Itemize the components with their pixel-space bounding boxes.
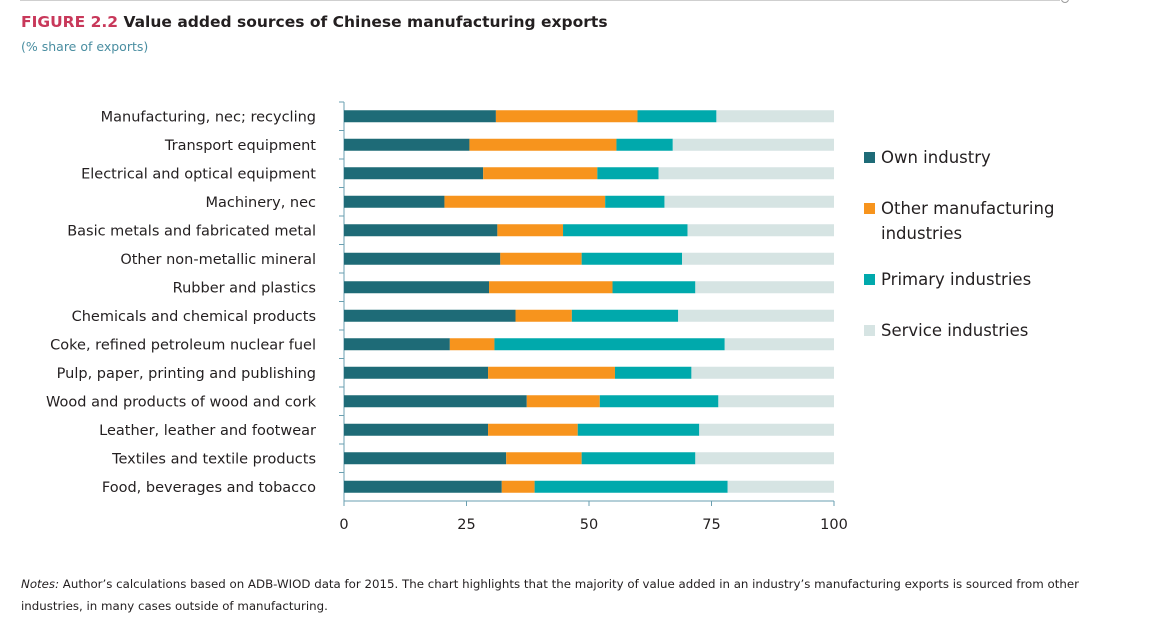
bar-segment <box>716 110 834 123</box>
legend-swatch <box>864 325 875 336</box>
category-label: Leather, leather and footwear <box>99 423 316 439</box>
bar-segment <box>449 338 495 351</box>
x-tick-label: 75 <box>702 517 720 533</box>
bar-segment <box>563 224 688 237</box>
legend-label: industries <box>881 224 962 243</box>
legend-label: Own industry <box>881 148 991 167</box>
category-label: Chemicals and chemical products <box>72 309 316 325</box>
category-label: Basic metals and fabricated metal <box>67 223 316 239</box>
bar-segment <box>612 281 696 294</box>
bar-segment <box>599 395 719 408</box>
bar-segment <box>581 452 696 465</box>
bar-segment <box>344 338 450 351</box>
figure-notes: Notes: Author’s calculations based on AD… <box>21 573 1121 617</box>
bar-segment <box>344 395 527 408</box>
category-label: Transport equipment <box>164 138 316 154</box>
category-label: Manufacturing, nec; recycling <box>101 109 316 125</box>
bar-segment <box>597 167 659 180</box>
bar-segment <box>344 281 490 294</box>
legend-label: Primary industries <box>881 270 1031 289</box>
bar-segment <box>344 366 489 379</box>
x-tick-label: 100 <box>820 517 848 533</box>
bar-segment <box>515 309 572 322</box>
bar-segment <box>534 480 728 493</box>
bar-segment <box>344 224 498 237</box>
bar-segment <box>699 423 834 436</box>
bar-segment <box>695 281 834 294</box>
legend-swatch <box>864 274 875 285</box>
bar-segment <box>500 252 582 265</box>
bar-segment <box>691 366 834 379</box>
bar-segment <box>344 110 496 123</box>
bar-segment <box>344 138 470 151</box>
bar-segment <box>526 395 600 408</box>
bar-segment <box>469 138 617 151</box>
legend-swatch <box>864 203 875 214</box>
bar-segment <box>658 167 834 180</box>
figure-subtitle: (% share of exports) <box>21 39 149 54</box>
bar-segment <box>344 252 501 265</box>
legend-label: Service industries <box>881 321 1028 340</box>
category-label: Rubber and plastics <box>173 280 316 296</box>
bar-segment <box>444 195 606 208</box>
notes-label: Notes: <box>21 577 60 591</box>
bar-segment <box>695 452 834 465</box>
notes-text: Author’s calculations based on ADB-WIOD … <box>21 577 1079 613</box>
category-label: Electrical and optical equipment <box>81 166 316 182</box>
bar-segment <box>637 110 717 123</box>
figure-label: FIGURE 2.2 <box>21 13 119 31</box>
figure-title: FIGURE 2.2 Value added sources of Chines… <box>21 13 608 31</box>
bar-segment <box>494 338 725 351</box>
bar-segment <box>344 480 502 493</box>
category-label: Food, beverages and tobacco <box>102 480 316 496</box>
bar-segment <box>497 224 564 237</box>
x-tick-label: 50 <box>580 517 598 533</box>
bar-segment <box>678 309 834 322</box>
top-rule <box>20 0 1060 1</box>
bar-segment <box>488 366 615 379</box>
legend-label: Other manufacturing <box>881 199 1054 218</box>
bar-segment <box>614 366 692 379</box>
bar-segment <box>727 480 834 493</box>
x-tick-label: 25 <box>457 517 475 533</box>
category-label: Coke, refined petroleum nuclear fuel <box>50 337 316 353</box>
bar-segment <box>489 281 613 294</box>
bar-segment <box>344 309 516 322</box>
bar-segment <box>682 252 834 265</box>
bar-segment <box>344 195 445 208</box>
bar-segment <box>672 138 834 151</box>
figure-title-text: Value added sources of Chinese manufactu… <box>123 13 608 31</box>
bar-segment <box>483 167 598 180</box>
bar-segment <box>581 252 683 265</box>
category-label: Machinery, nec <box>205 195 316 211</box>
category-label: Textiles and textile products <box>111 451 316 467</box>
bar-segment <box>571 309 679 322</box>
bar-segment <box>344 167 484 180</box>
bar-segment <box>501 480 535 493</box>
bar-segment <box>605 195 665 208</box>
bar-segment <box>577 423 700 436</box>
bar-segment <box>495 110 638 123</box>
bar-segment <box>488 423 578 436</box>
category-label: Wood and products of wood and cork <box>46 394 317 410</box>
category-label: Pulp, paper, printing and publishing <box>57 366 316 382</box>
bar-segment <box>724 338 834 351</box>
bar-segment <box>344 452 507 465</box>
legend-swatch <box>864 152 875 163</box>
bar-segment <box>344 423 489 436</box>
bar-segment <box>506 452 582 465</box>
x-tick-label: 0 <box>339 517 348 533</box>
bar-segment <box>718 395 834 408</box>
bar-segment <box>664 195 834 208</box>
bar-segment <box>687 224 834 237</box>
bar-segment <box>616 138 673 151</box>
category-label: Other non-metallic mineral <box>120 252 316 268</box>
